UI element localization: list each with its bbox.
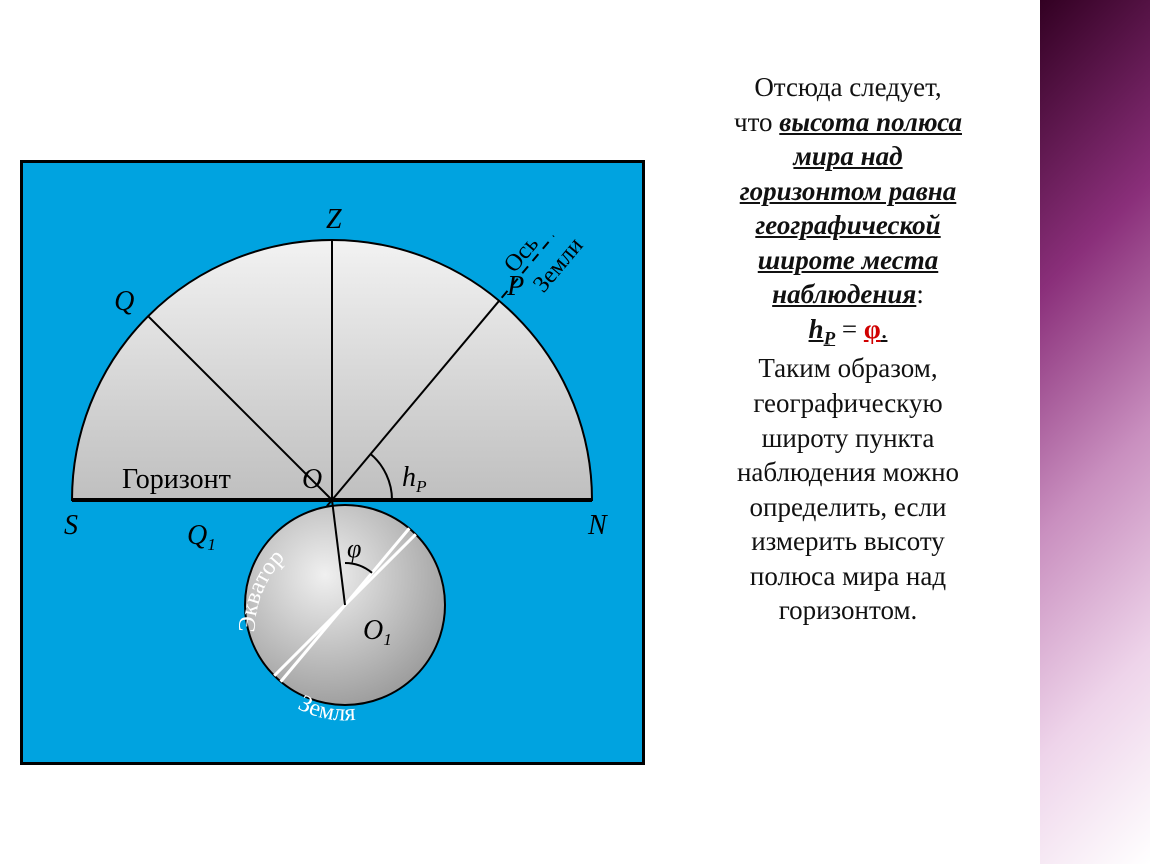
label-N: N bbox=[587, 510, 608, 541]
text-line: мира над bbox=[663, 139, 1033, 174]
text-line: измерить высоту bbox=[663, 524, 1033, 559]
t: . bbox=[881, 314, 888, 344]
label-Z: Z bbox=[326, 204, 342, 235]
t: наблюдения bbox=[772, 279, 916, 309]
t: P bbox=[824, 328, 836, 349]
t: h bbox=[809, 314, 824, 344]
text-line: наблюдения: bbox=[663, 277, 1033, 312]
text-line: Таким образом, bbox=[663, 351, 1033, 386]
t: = bbox=[835, 314, 864, 344]
text-line: горизонтом равна bbox=[663, 174, 1033, 209]
slide: Отсюда следует, что высота полюса мира н… bbox=[0, 0, 1150, 864]
diagram-svg: ZQPSNOГоризонтhPQ1ОсьЗемлиφO1ЭкваторЗемл… bbox=[20, 160, 645, 765]
label-O: O bbox=[302, 464, 322, 495]
text-line: географической bbox=[663, 208, 1033, 243]
label-horizon: Горизонт bbox=[122, 464, 231, 495]
t: высота полюса bbox=[779, 107, 962, 137]
side-gradient-bar bbox=[1040, 0, 1150, 864]
t: φ bbox=[864, 314, 881, 344]
label-phi: φ bbox=[347, 534, 361, 563]
text-line: полюса мира над bbox=[663, 559, 1033, 594]
explanation-text: Отсюда следует, что высота полюса мира н… bbox=[663, 70, 1033, 628]
t: : bbox=[916, 279, 924, 309]
text-line: что высота полюса bbox=[663, 105, 1033, 140]
text-line: горизонтом. bbox=[663, 593, 1033, 628]
text-line: широту пункта bbox=[663, 421, 1033, 456]
label-S: S bbox=[64, 510, 78, 541]
text-line: определить, если bbox=[663, 490, 1033, 525]
text-line: Отсюда следует, bbox=[663, 70, 1033, 105]
celestial-sphere-diagram: ZQPSNOГоризонтhPQ1ОсьЗемлиφO1ЭкваторЗемл… bbox=[20, 160, 645, 765]
formula-line: hP = φ. bbox=[663, 312, 1033, 352]
text-line: наблюдения можно bbox=[663, 455, 1033, 490]
label-Q: Q bbox=[114, 286, 134, 317]
text-line: географическую bbox=[663, 386, 1033, 421]
text-line: широте места bbox=[663, 243, 1033, 278]
t: что bbox=[734, 107, 779, 137]
